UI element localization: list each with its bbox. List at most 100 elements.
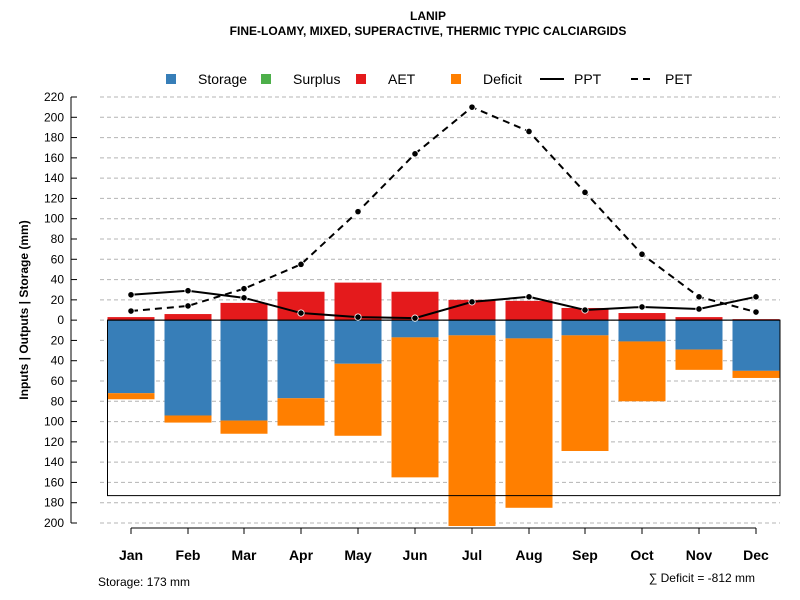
y-tick-label-13: 40 xyxy=(51,354,65,368)
legend-swatch-storage xyxy=(166,74,176,84)
x-tick-label-jun: Jun xyxy=(403,547,428,563)
pet-point-may xyxy=(354,208,362,216)
ppt-point-nov xyxy=(695,305,703,313)
storage-bar-oct xyxy=(618,320,666,342)
y-tick-label-20: 180 xyxy=(44,496,64,510)
deficit-bar-dec xyxy=(732,370,780,378)
y-tick-label-11: 0 xyxy=(57,313,64,327)
y-tick-label-12: 20 xyxy=(51,333,65,347)
chart-title: LANIP xyxy=(410,9,446,23)
y-tick-label-21: 200 xyxy=(44,516,64,530)
y-tick-label-14: 60 xyxy=(51,374,65,388)
legend-label-ppt: PPT xyxy=(574,71,602,87)
x-tick-label-nov: Nov xyxy=(686,547,713,563)
ppt-point-apr xyxy=(297,309,305,317)
pet-point-feb xyxy=(184,302,192,310)
aet-bar-jan xyxy=(107,317,155,321)
ppt-point-jun xyxy=(411,314,419,322)
y-tick-label-16: 100 xyxy=(44,415,64,429)
deficit-bar-jan xyxy=(107,393,155,400)
aet-bar-mar xyxy=(220,302,268,321)
aet-bar-aug xyxy=(505,300,553,321)
legend-item-pet: PET xyxy=(631,71,693,87)
axes: 2202001801601401201008060402002040608010… xyxy=(44,90,769,563)
storage-bar-nov xyxy=(675,320,723,350)
legend-label-deficit: Deficit xyxy=(483,71,522,87)
pet-point-apr xyxy=(297,260,305,268)
x-tick-label-may: May xyxy=(344,547,371,563)
storage-capacity-outline xyxy=(107,319,781,497)
grid-lines xyxy=(100,96,780,524)
aet-bar-dec xyxy=(732,319,780,321)
legend-swatch-aet xyxy=(356,74,366,84)
y-tick-label-6: 100 xyxy=(44,212,64,226)
x-tick-label-apr: Apr xyxy=(289,547,314,563)
legend-item-aet: AET xyxy=(356,71,416,87)
y-tick-label-10: 20 xyxy=(51,293,65,307)
deficit-bar-may xyxy=(334,363,382,436)
legend-swatch-surplus xyxy=(261,74,271,84)
y-tick-label-5: 120 xyxy=(44,191,64,205)
footer-storage: Storage: 173 mm xyxy=(98,575,190,589)
ppt-line xyxy=(130,289,757,320)
footer-deficit-sum: ∑ Deficit = -812 mm xyxy=(649,571,755,585)
y-tick-label-2: 180 xyxy=(44,131,64,145)
deficit-bar-sep xyxy=(561,335,609,451)
pet-point-nov xyxy=(695,293,703,301)
bars xyxy=(107,282,780,527)
storage-bar-sep xyxy=(561,320,609,336)
storage-bar-aug xyxy=(505,320,553,339)
deficit-bar-apr xyxy=(277,398,325,426)
aet-bar-nov xyxy=(675,317,723,321)
y-tick-label-1: 200 xyxy=(44,110,64,124)
storage-bar-mar xyxy=(220,320,268,421)
ppt-point-mar xyxy=(240,294,248,302)
y-tick-label-4: 140 xyxy=(44,171,64,185)
x-tick-label-mar: Mar xyxy=(232,547,257,563)
legend-swatch-deficit xyxy=(451,74,461,84)
pet-point-aug xyxy=(525,127,533,136)
legend-label-pet: PET xyxy=(665,71,693,87)
x-tick-label-aug: Aug xyxy=(515,547,542,563)
ppt-point-dec xyxy=(752,293,760,301)
deficit-bar-mar xyxy=(220,420,268,434)
deficit-bar-oct xyxy=(618,341,666,402)
deficit-bar-jul xyxy=(448,335,496,527)
ppt-point-jan xyxy=(127,291,135,299)
y-tick-label-17: 120 xyxy=(44,435,64,449)
y-tick-label-8: 60 xyxy=(51,252,65,266)
storage-bar-apr xyxy=(277,320,325,399)
deficit-bar-feb xyxy=(164,415,212,423)
y-tick-label-18: 140 xyxy=(44,455,64,469)
deficit-bar-aug xyxy=(505,338,553,508)
x-tick-label-dec: Dec xyxy=(743,547,769,563)
x-tick-label-feb: Feb xyxy=(176,547,201,563)
legend-item-deficit: Deficit xyxy=(451,71,522,87)
legend-label-aet: AET xyxy=(388,71,416,87)
legend-item-storage: Storage xyxy=(166,71,247,87)
pet-point-sep xyxy=(581,188,589,196)
y-tick-label-7: 80 xyxy=(51,232,65,246)
deficit-bar-jun xyxy=(391,337,439,478)
legend-label-surplus: Surplus xyxy=(293,71,340,87)
legend-item-ppt: PPT xyxy=(540,71,602,87)
ppt-point-may xyxy=(354,313,362,321)
series-lines xyxy=(127,103,760,322)
storage-bar-jan xyxy=(107,320,155,394)
ppt-point-jul xyxy=(468,298,476,306)
storage-bar-may xyxy=(334,320,382,364)
aet-bar-oct xyxy=(618,313,666,321)
storage-bar-feb xyxy=(164,320,212,416)
aet-bar-feb xyxy=(164,314,212,321)
storage-capacity-box xyxy=(107,319,781,497)
y-tick-label-0: 220 xyxy=(44,90,64,104)
storage-bar-jul xyxy=(448,320,496,336)
pet-line xyxy=(130,105,757,313)
deficit-bar-nov xyxy=(675,349,723,370)
legend-item-surplus: Surplus xyxy=(261,71,340,87)
aet-bar-sep xyxy=(561,307,609,321)
y-axis-label: Inputs | Outputs | Storage (mm) xyxy=(17,220,31,399)
pet-point-jul xyxy=(468,103,476,111)
storage-bar-jun xyxy=(391,320,439,338)
ppt-point-sep xyxy=(581,306,589,314)
